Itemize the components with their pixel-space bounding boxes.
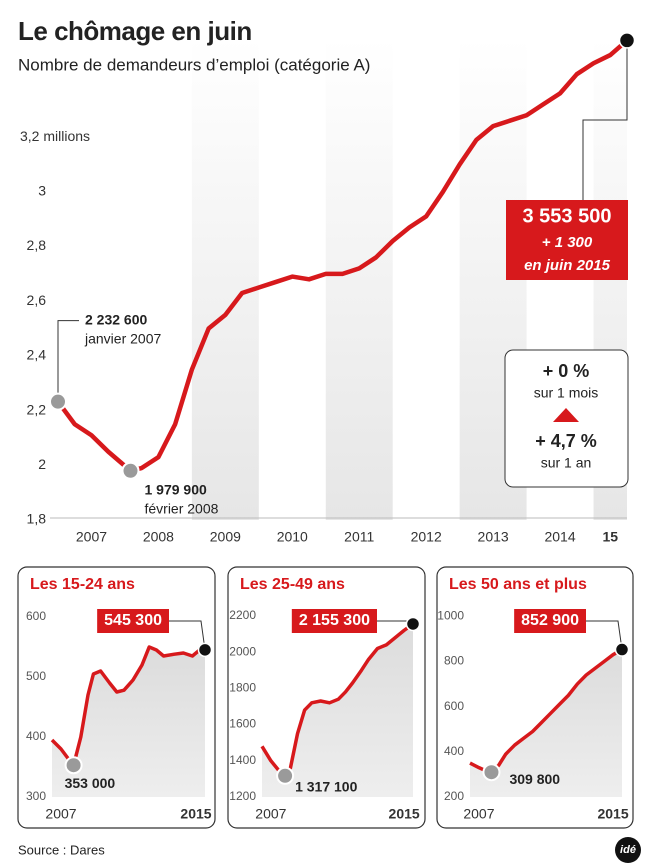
callout-leader	[582, 40, 628, 200]
x-tick-label: 2015	[389, 806, 420, 822]
callout-value: 3 553 500	[523, 205, 612, 227]
x-tick-label: 2010	[277, 529, 308, 545]
panel-title: Les 15-24 ans	[30, 576, 135, 593]
y-tick-label: 600	[444, 699, 464, 713]
annotation-value: 2 232 600	[85, 311, 147, 327]
y-tick-label: 200	[444, 789, 464, 803]
y-tick-label: 1200	[229, 789, 256, 803]
callout-value: 2 155 300	[299, 612, 370, 629]
x-tick-label: 2015	[597, 806, 628, 822]
y-tick-label: 500	[26, 669, 46, 683]
callout-date: en juin 2015	[524, 257, 611, 274]
panel-title: Les 25-49 ans	[240, 576, 345, 593]
callout-box	[506, 200, 628, 280]
annotation-value: 1 979 900	[144, 482, 206, 498]
y-tick-label: 3,2 millions	[20, 128, 90, 144]
y-tick-label: 2	[38, 456, 46, 472]
area	[52, 647, 205, 797]
year-band	[325, 37, 393, 520]
end-dot	[614, 642, 630, 657]
annotation-dot	[482, 763, 501, 782]
logo: idé	[620, 844, 636, 856]
x-tick-label: 2011	[344, 529, 374, 545]
x-tick-label: 15	[602, 529, 618, 545]
line	[50, 645, 206, 767]
panel-title: Les 50 ans et plus	[449, 576, 587, 593]
annotation-value: 1 317 100	[295, 778, 357, 794]
annotation-value: 353 000	[65, 775, 116, 791]
x-tick-label: 2007	[255, 806, 286, 822]
y-tick-label: 400	[444, 744, 464, 758]
x-tick-label: 2012	[411, 529, 442, 545]
x-tick-label: 2015	[180, 806, 211, 822]
callout-box	[291, 609, 377, 633]
y-tick-label: 2000	[229, 644, 256, 658]
chart-subtitle: Nombre de demandeurs d’emploi (catégorie…	[18, 55, 370, 74]
y-tick-label: 1400	[229, 753, 256, 767]
stat-value: + 4,7 %	[535, 431, 597, 451]
end-dot	[197, 642, 213, 658]
callout-change: + 1 300	[542, 234, 593, 251]
y-tick-label: 1000	[437, 608, 464, 622]
end-dot	[405, 616, 421, 632]
area	[262, 623, 413, 797]
callout-box	[514, 609, 586, 633]
y-tick-label: 600	[26, 609, 46, 623]
stat-period: sur 1 mois	[534, 385, 599, 401]
x-tick-label: 2007	[463, 806, 494, 822]
end-dot	[618, 32, 636, 49]
area	[470, 649, 622, 797]
stat-value: + 0 %	[543, 361, 590, 381]
annotation-dot	[121, 461, 140, 480]
stat-arrow	[553, 408, 579, 422]
x-tick-label: 2007	[76, 529, 107, 545]
x-tick-label: 2009	[210, 529, 241, 545]
y-tick-label: 2,4	[27, 347, 47, 363]
logo-badge	[615, 837, 641, 863]
y-tick-label: 1,8	[27, 511, 47, 527]
x-tick-label: 2007	[45, 806, 76, 822]
callout-leader	[586, 620, 623, 650]
y-tick-label: 300	[26, 789, 46, 803]
x-tick-label: 2013	[478, 529, 509, 545]
callout-value: 545 300	[104, 612, 162, 629]
annotation-dot	[64, 756, 83, 775]
callout-value: 852 900	[521, 612, 579, 629]
annotation-dot	[276, 766, 295, 785]
year-band	[191, 37, 259, 520]
annotation-value: 309 800	[509, 771, 560, 787]
y-tick-label: 400	[26, 729, 46, 743]
callout-leader	[169, 620, 206, 650]
y-tick-label: 3	[38, 183, 46, 199]
annotation-dot	[49, 392, 67, 411]
stat-period: sur 1 an	[541, 455, 592, 471]
annotation-date: janvier 2007	[84, 330, 161, 346]
annotation-leader	[57, 320, 79, 394]
y-tick-label: 1800	[229, 680, 256, 694]
y-tick-label: 800	[444, 654, 464, 668]
x-tick-label: 2008	[143, 529, 174, 545]
y-tick-label: 1600	[229, 717, 256, 731]
source: Source : Dares	[18, 842, 105, 857]
callout-box	[97, 609, 169, 633]
y-tick-label: 2,6	[27, 292, 47, 308]
line	[56, 38, 629, 474]
chart-title: Le chômage en juin	[18, 16, 252, 46]
x-tick-label: 2014	[544, 529, 575, 545]
annotation-date: février 2008	[144, 501, 218, 517]
y-tick-label: 2,2	[27, 401, 47, 417]
y-tick-label: 2200	[229, 608, 256, 622]
y-tick-label: 2,8	[27, 237, 47, 253]
